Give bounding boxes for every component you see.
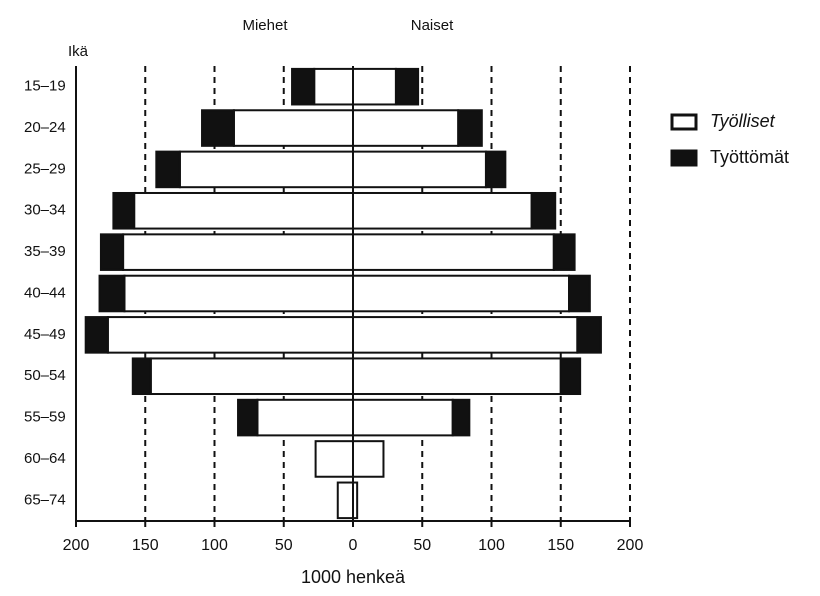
bar-segment — [123, 274, 354, 313]
x-tick-label: 150 — [547, 537, 574, 554]
bar-segment — [352, 150, 487, 189]
bar-segment — [352, 233, 555, 271]
x-axis-label: 1000 henkeä — [301, 567, 406, 587]
bar-segment — [149, 357, 354, 396]
bar-segment — [352, 398, 454, 437]
y-tick-label: 35–39 — [24, 243, 66, 260]
bar-segment — [98, 274, 126, 313]
bar-segment — [352, 109, 460, 147]
bar-segment — [352, 274, 571, 313]
bar-segment — [484, 150, 507, 189]
bar-segment — [352, 67, 397, 106]
x-tick-label: 50 — [275, 537, 293, 554]
bar-segment — [122, 233, 354, 271]
bar-segment — [568, 274, 591, 313]
bar-segment — [232, 109, 354, 147]
bar-segment — [451, 398, 471, 437]
y-tick-label: 30–34 — [24, 202, 66, 219]
y-tick-label: 45–49 — [24, 326, 66, 343]
bar-segment — [352, 440, 385, 478]
legend-swatch — [670, 149, 698, 167]
legend-swatch — [670, 113, 698, 131]
y-tick-label: 15–19 — [24, 78, 66, 95]
y-tick-label: 60–64 — [24, 450, 66, 467]
right-label: Naiset — [411, 17, 454, 34]
x-tick-label: 200 — [63, 537, 90, 554]
bar-segment — [352, 191, 533, 230]
x-tick-label: 100 — [478, 537, 505, 554]
y-tick-label: 40–44 — [24, 284, 66, 301]
x-tick-label: 150 — [132, 537, 159, 554]
bar-segment — [394, 67, 420, 106]
bar-segment — [84, 316, 109, 354]
y-tick-label: 55–59 — [24, 409, 66, 426]
left-label: Miehet — [242, 17, 288, 34]
legend-label: Työttömät — [710, 147, 789, 167]
bar-segment — [336, 481, 355, 520]
bar-segment — [112, 191, 136, 230]
bar-segment — [133, 191, 354, 230]
bar-segment — [291, 67, 316, 106]
y-tick-label: 50–54 — [24, 367, 66, 384]
bar-segment — [530, 191, 557, 230]
x-tick-label: 200 — [617, 537, 644, 554]
bar-segment — [201, 109, 235, 147]
y-axis-label: Ikä — [68, 43, 89, 60]
bar-segment — [256, 398, 354, 437]
bar-segment — [178, 150, 354, 189]
x-tick-label: 0 — [349, 537, 358, 554]
bar-segment — [559, 357, 582, 396]
bar-segment — [99, 233, 125, 271]
bar-segment — [352, 357, 562, 396]
bar-segment — [155, 150, 181, 189]
bar-segment — [457, 109, 483, 147]
bar-segment — [314, 440, 355, 478]
y-tick-label: 65–74 — [24, 491, 66, 508]
y-tick-label: 25–29 — [24, 160, 66, 177]
bar-segment — [352, 316, 579, 354]
bar-segment — [552, 233, 576, 271]
bar-segment — [576, 316, 602, 354]
x-tick-label: 50 — [413, 537, 431, 554]
bar-segment — [313, 67, 354, 106]
legend-label: Työlliset — [710, 111, 776, 131]
bar-segment — [237, 398, 259, 437]
bar-segment — [106, 316, 355, 354]
y-tick-label: 20–24 — [24, 119, 66, 136]
x-tick-label: 100 — [201, 537, 228, 554]
bar-segment — [131, 357, 152, 396]
